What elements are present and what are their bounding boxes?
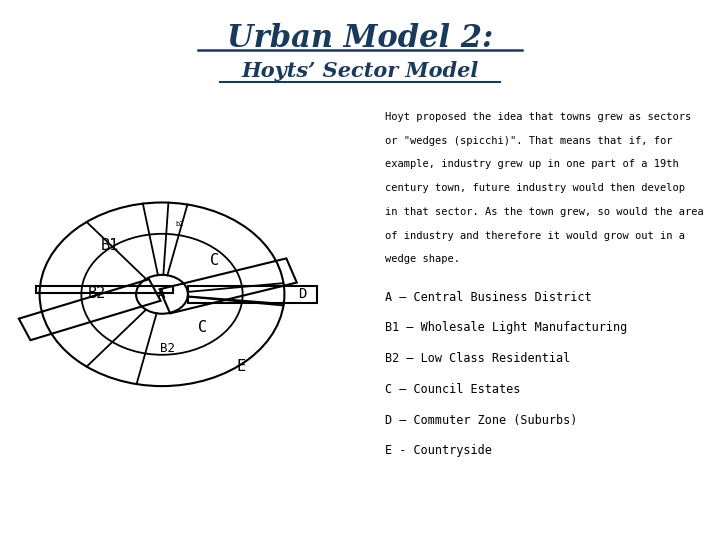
Text: B1 – Wholesale Light Manufacturing: B1 – Wholesale Light Manufacturing [385, 321, 627, 334]
Text: century town, future industry would then develop: century town, future industry would then… [385, 183, 685, 193]
Text: example, industry grew up in one part of a 19th: example, industry grew up in one part of… [385, 159, 679, 170]
Text: or "wedges (spicchi)". That means that if, for: or "wedges (spicchi)". That means that i… [385, 136, 672, 146]
Text: A – Central Business District: A – Central Business District [385, 291, 592, 303]
Text: D – Commuter Zone (Suburbs): D – Commuter Zone (Suburbs) [385, 414, 577, 427]
Text: E - Countryside: E - Countryside [385, 444, 492, 457]
Text: A: A [158, 288, 166, 301]
Text: Hoyts’ Sector Model: Hoyts’ Sector Model [241, 61, 479, 82]
Text: C: C [198, 320, 207, 335]
Text: Urban Model 2:: Urban Model 2: [227, 23, 493, 55]
Text: wedge shape.: wedge shape. [385, 254, 460, 265]
Text: Hoyt proposed the idea that towns grew as sectors: Hoyt proposed the idea that towns grew a… [385, 112, 691, 122]
Text: D: D [298, 287, 307, 301]
Text: B1: B1 [101, 238, 120, 253]
Text: B2 – Low Class Residential: B2 – Low Class Residential [385, 352, 570, 365]
Text: b2: b2 [175, 221, 184, 227]
Text: E: E [237, 359, 246, 374]
Text: C – Council Estates: C – Council Estates [385, 383, 521, 396]
Text: in that sector. As the town grew, so would the area: in that sector. As the town grew, so wou… [385, 207, 704, 217]
Text: B2: B2 [88, 286, 107, 301]
Text: of industry and therefore it would grow out in a: of industry and therefore it would grow … [385, 231, 685, 241]
Text: C: C [210, 253, 219, 268]
Text: B2: B2 [160, 342, 174, 355]
